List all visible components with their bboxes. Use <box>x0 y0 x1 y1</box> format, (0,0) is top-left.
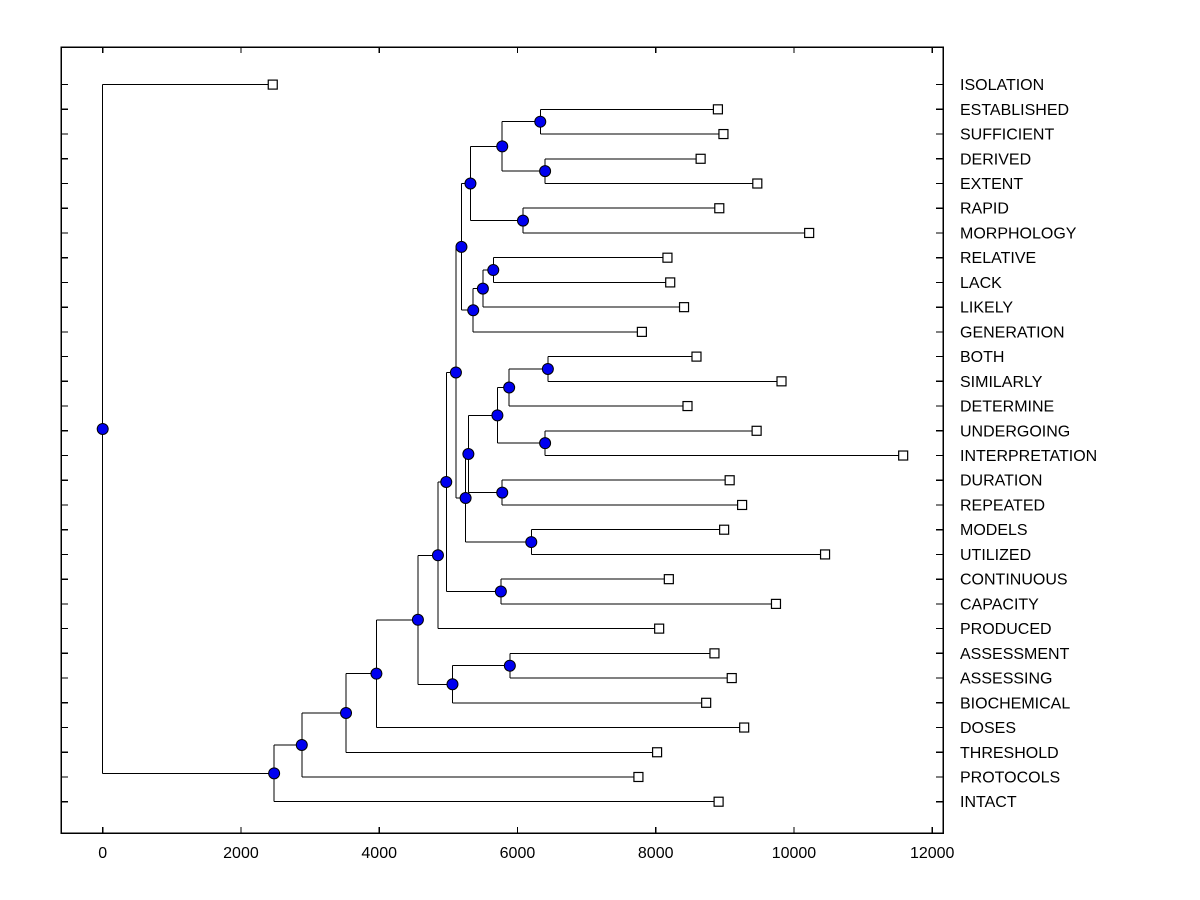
leaf-marker <box>662 252 673 263</box>
leaf-label: LIKELY <box>960 300 1013 317</box>
leaf-marker <box>691 351 702 362</box>
leaf-marker <box>739 722 750 733</box>
root-node-marker <box>96 422 109 435</box>
branch-node-marker <box>446 678 459 691</box>
branch-node-marker <box>487 264 500 277</box>
leaf-label: DURATION <box>960 473 1042 490</box>
leaf-label: GENERATION <box>960 324 1065 341</box>
leaf-marker <box>724 475 735 486</box>
branch-node-marker <box>516 214 529 227</box>
leaf-label: REPEATED <box>960 497 1045 514</box>
x-axis-tick-label: 6000 <box>500 845 536 862</box>
leaf-marker <box>695 153 706 164</box>
leaf-marker <box>714 203 725 214</box>
leaf-label: EXTENT <box>960 176 1023 193</box>
leaf-label: ASSESSMENT <box>960 646 1070 663</box>
leaf-label: CONTINUOUS <box>960 572 1068 589</box>
branch-node-marker <box>449 366 462 379</box>
leaf-marker <box>678 302 690 313</box>
branch-node-marker <box>268 767 281 780</box>
leaf-marker <box>713 796 724 807</box>
branch-node-marker <box>476 282 489 295</box>
leaf-label: PROTOCOLS <box>960 769 1060 786</box>
leaf-label: DERIVED <box>960 151 1031 168</box>
leaf-marker <box>712 104 724 115</box>
branch-node-marker <box>496 486 509 499</box>
plot-box <box>60 46 944 834</box>
branch-node-marker <box>496 140 509 153</box>
branch-node-marker <box>295 738 308 751</box>
leaf-label: MODELS <box>960 522 1028 539</box>
leaf-marker <box>665 277 676 288</box>
leaf-marker <box>770 598 782 609</box>
x-axis-tick-label: 10000 <box>772 845 817 862</box>
leaf-label: ESTABLISHED <box>960 102 1069 119</box>
leaf-marker <box>819 549 831 560</box>
leaf-marker <box>898 450 909 461</box>
branch-node-marker <box>525 536 538 549</box>
leaf-marker <box>709 648 720 659</box>
branch-node-marker <box>462 447 475 460</box>
leaf-label: SUFFICIENT <box>960 127 1054 144</box>
x-axis-tick-label: 4000 <box>361 845 397 862</box>
leaf-marker <box>633 771 644 783</box>
x-axis-tick-label: 12000 <box>910 845 955 862</box>
leaf-label: UTILIZED <box>960 547 1031 564</box>
branch-node-marker <box>467 304 480 317</box>
leaf-label: UNDERGOING <box>960 423 1070 440</box>
branch-node-marker <box>494 585 507 598</box>
leaf-label: SIMILARLY <box>960 374 1043 391</box>
branch-node-marker <box>411 613 424 626</box>
x-axis-tick-label: 0 <box>98 845 107 862</box>
leaf-marker <box>636 326 647 337</box>
leaf-label: INTERPRETATION <box>960 448 1097 465</box>
branch-node-marker <box>459 492 472 505</box>
leaf-label: RELATIVE <box>960 250 1036 267</box>
leaf-label: ISOLATION <box>960 77 1044 94</box>
x-axis-tick-label: 8000 <box>638 845 674 862</box>
branch-node-marker <box>539 437 552 450</box>
branch-node-marker <box>491 409 504 422</box>
leaf-marker <box>719 524 730 535</box>
leaf-label: RAPID <box>960 201 1009 218</box>
branch-node-marker <box>503 659 516 672</box>
leaf-label: BOTH <box>960 349 1004 366</box>
leaf-label: THRESHOLD <box>960 745 1059 762</box>
leaf-label: CAPACITY <box>960 596 1039 613</box>
leaf-label: MORPHOLOGY <box>960 225 1077 242</box>
leaf-label: INTACT <box>960 794 1017 811</box>
leaf-label: LACK <box>960 275 1002 292</box>
leaf-marker <box>752 178 763 189</box>
leaf-label: ASSESSING <box>960 671 1052 688</box>
leaf-marker <box>737 499 748 511</box>
leaf-marker <box>751 425 762 436</box>
leaf-marker <box>776 376 787 387</box>
branch-node-marker <box>431 549 444 562</box>
leaf-marker <box>654 623 665 634</box>
branch-node-marker <box>541 362 554 375</box>
leaf-marker <box>663 574 674 585</box>
branch-node-marker <box>455 240 468 253</box>
branch-node-marker <box>464 177 477 190</box>
leaf-label: PRODUCED <box>960 621 1052 638</box>
leaf-marker <box>726 672 737 684</box>
leaf-marker <box>718 128 729 140</box>
branch-node-marker <box>503 381 516 394</box>
branch-node-marker <box>440 475 453 488</box>
branch-node-marker <box>370 667 383 680</box>
x-axis-tick-label: 2000 <box>223 845 259 862</box>
branch-node-marker <box>534 115 547 128</box>
leaf-label: DETERMINE <box>960 399 1054 416</box>
leaf-marker <box>651 747 663 758</box>
leaf-marker <box>804 227 815 239</box>
leaf-marker <box>267 79 278 90</box>
leaf-label: DOSES <box>960 720 1016 737</box>
leaf-marker <box>682 400 693 412</box>
branch-node-marker <box>340 706 353 719</box>
leaf-marker <box>701 697 712 708</box>
branch-node-marker <box>539 165 552 178</box>
leaf-label: BIOCHEMICAL <box>960 695 1070 712</box>
